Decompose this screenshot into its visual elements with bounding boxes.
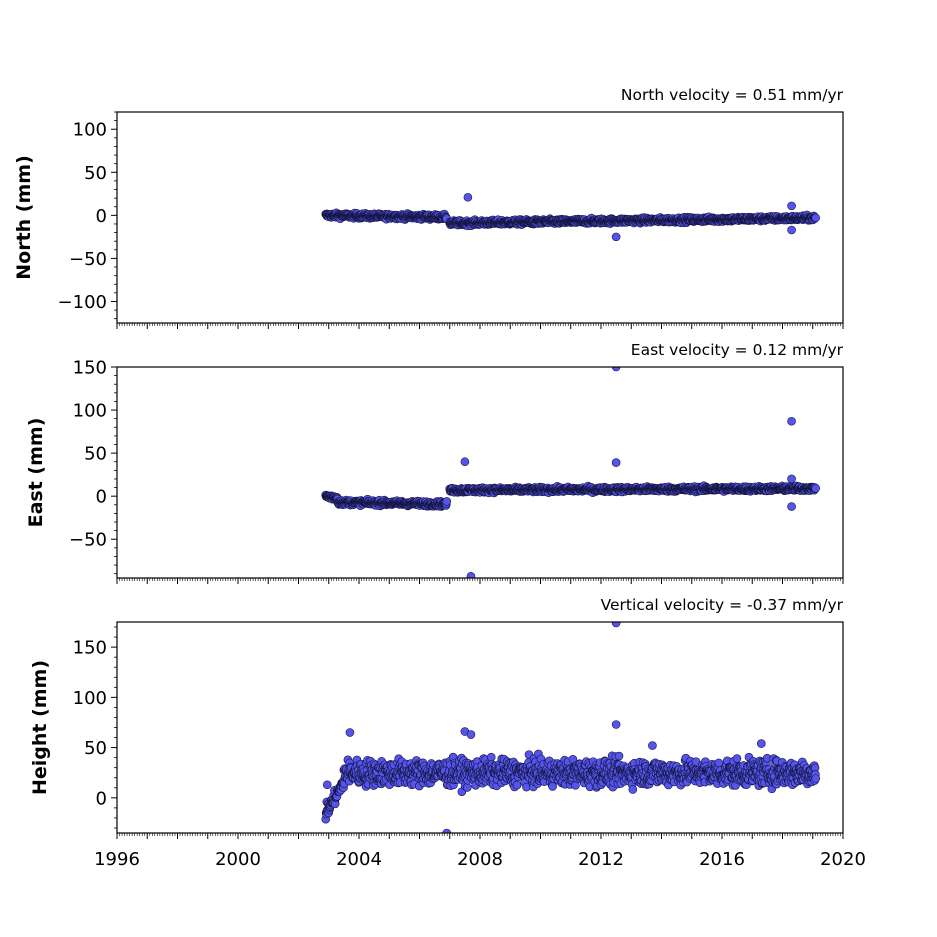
y-tick-label: 50 (84, 163, 107, 184)
data-point (460, 457, 470, 467)
north-velocity-label: North velocity = 0.51 mm/yr (621, 86, 844, 104)
y-tick-label: 100 (73, 401, 107, 422)
data-point (611, 367, 621, 372)
data-point (811, 213, 820, 223)
data-point (614, 751, 624, 761)
north-axis-title: North (mm) (13, 155, 35, 280)
data-point (611, 720, 621, 729)
data-point (628, 785, 638, 794)
data-point (345, 728, 355, 737)
data-point (611, 622, 621, 628)
y-tick-label: 100 (73, 688, 107, 709)
y-tick-label: 50 (84, 444, 107, 465)
y-tick-label: 150 (73, 358, 107, 379)
data-point (512, 780, 522, 790)
y-tick-label: −50 (69, 530, 107, 551)
data-point (322, 780, 332, 790)
data-point (462, 783, 472, 792)
data-point (757, 739, 766, 748)
data-point (787, 474, 796, 484)
y-tick-label: 50 (84, 738, 107, 759)
data-point (466, 730, 476, 739)
data-point (442, 497, 452, 506)
data-point (787, 201, 796, 211)
data-point (732, 754, 742, 763)
data-point (486, 752, 496, 762)
data-point (611, 232, 621, 242)
y-tick-label: 0 (96, 206, 107, 227)
data-point (787, 416, 796, 426)
east-panel: 150 100 50 0 −50 East (mm) East velocity = 0.1… (25, 341, 844, 584)
east-velocity-label: East velocity = 0.12 mm/yr (631, 341, 844, 359)
east-plot-frame (116, 366, 844, 579)
north-data-points (321, 192, 820, 242)
east-data-points (321, 367, 820, 578)
y-tick-label: 100 (73, 120, 107, 141)
y-tick-label: 0 (96, 788, 107, 809)
data-point (466, 571, 476, 578)
height-data-points (321, 622, 821, 833)
data-point (548, 782, 557, 791)
data-point (811, 484, 820, 493)
data-point (463, 192, 473, 202)
data-point (787, 502, 796, 511)
y-tick-label: 0 (96, 487, 107, 508)
data-point (811, 774, 821, 783)
y-tick-label: −50 (69, 249, 107, 270)
y-tick-label: 150 (73, 638, 107, 659)
data-point (787, 225, 796, 235)
height-plot-frame (116, 621, 844, 834)
data-point (611, 458, 621, 467)
east-axis-title: East (mm) (25, 418, 47, 528)
y-tick-label: −100 (58, 292, 107, 313)
data-point (648, 741, 657, 750)
north-panel: 100 50 0 −50 −100 North (mm) North velocity = … (13, 86, 844, 329)
